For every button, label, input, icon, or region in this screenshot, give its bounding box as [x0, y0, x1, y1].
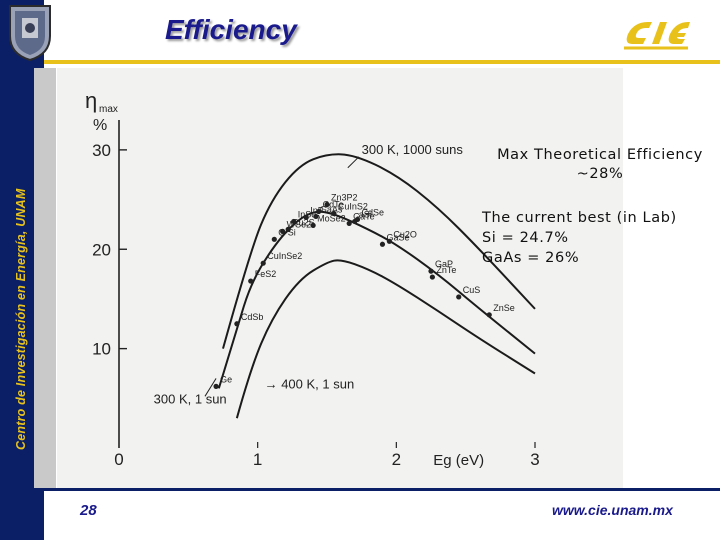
chart-axes: 10 20 30 0 1 2 3 Eg (eV) η max%: [85, 88, 540, 469]
material-label: Cu2S: [292, 217, 315, 227]
current-best-title: The current best (in Lab): [482, 210, 677, 226]
series-label-300k: 300 K, 1 sun: [154, 391, 227, 406]
y-axis-symbol: η: [85, 88, 97, 113]
series-label-400k: → 400 K, 1 sun: [265, 376, 355, 391]
material-label: aSi: [359, 209, 372, 219]
current-best-note: The current best (in Lab) Si = 24.7% GaA…: [482, 208, 718, 268]
material-point: [324, 201, 330, 208]
series-label-leader: [347, 156, 360, 169]
efficiency-chart: 10 20 30 0 1 2 3 Eg (eV) η max% 300 K, 1000 suns 3…: [57, 68, 623, 488]
y-axis-unit: %: [93, 117, 107, 134]
header-divider: [44, 60, 720, 64]
material-label: C-Si: [278, 227, 296, 237]
material-point: [486, 312, 492, 318]
material-point: [303, 214, 309, 221]
material-point: [248, 278, 254, 284]
material-point: [310, 222, 316, 228]
material-point: [352, 218, 358, 225]
material-label: MoSe2: [317, 213, 346, 223]
material-point: [280, 228, 286, 234]
material-label: ZnTe: [436, 265, 456, 275]
material-point: [260, 260, 266, 266]
max-efficiency-title: Max Theoretical Efficiency: [497, 147, 703, 163]
material-point: [386, 238, 392, 244]
x-axis-label: Eg (eV): [433, 452, 484, 469]
material-point: [271, 236, 277, 242]
series-line: [235, 259, 536, 419]
footer-divider: [44, 488, 720, 491]
series-label-leader: [204, 378, 217, 397]
max-efficiency-value: ~28%: [576, 166, 624, 182]
page-title: Efficiency: [165, 14, 297, 45]
material-point: [291, 218, 297, 225]
material-label: FeS2: [255, 269, 277, 279]
material-point: [346, 220, 352, 227]
material-label: InSe: [298, 209, 317, 219]
current-best-si: Si = 24.7%: [482, 230, 569, 246]
material-label: ZnSe: [493, 303, 515, 313]
x-tick-label: 3: [530, 450, 539, 469]
x-tick-label: 0: [114, 450, 123, 469]
material-label: CuS: [463, 285, 481, 295]
y-axis-subscript: max: [99, 104, 118, 115]
page-number: 28: [80, 502, 97, 519]
cie-logo-icon: [624, 22, 690, 50]
current-best-gaas: GaAs = 26%: [482, 250, 580, 266]
y-tick-label: 20: [92, 240, 111, 259]
material-label: GaP: [435, 259, 453, 269]
institution-vertical-text: Centro de Investigación en Energía, UNAM: [14, 188, 28, 450]
material-point: [429, 274, 435, 280]
material-label: GaSe: [386, 232, 409, 242]
material-label: CdTe: [323, 199, 344, 209]
material-label: CdSe: [362, 207, 385, 217]
max-efficiency-note: Max Theoretical Efficiency ~28%: [482, 146, 718, 184]
series-line: [222, 153, 536, 349]
y-tick-label: 30: [92, 141, 111, 160]
material-label: CuInS2: [338, 201, 368, 211]
series-layer: 300 K, 1000 suns 300 K, 1 sun → 400 K, 1 s…: [154, 142, 536, 419]
material-point: [379, 241, 386, 247]
material-label: CdSb: [241, 312, 264, 322]
material-point: [331, 210, 337, 217]
series-label-1000suns: 300 K, 1000 suns: [362, 142, 464, 157]
material-point: [285, 226, 291, 232]
footer-url[interactable]: www.cie.unam.mx: [552, 502, 673, 518]
material-point: [313, 213, 319, 220]
material-point: [234, 321, 240, 327]
material-label: CuInSe2: [267, 251, 302, 261]
y-tick-label: 10: [92, 340, 111, 359]
material-label: Ge: [220, 374, 232, 384]
material-point: [213, 383, 219, 389]
material-label: InP: [310, 205, 324, 215]
x-tick-label: 1: [253, 450, 262, 469]
figure-scan-edge: [34, 68, 56, 488]
material-label: GaAs: [320, 204, 343, 214]
material-label: GaTe: [353, 211, 375, 221]
material-label: Zn3P2: [331, 193, 358, 203]
x-tick-label: 2: [392, 450, 401, 469]
material-label: Cu2O: [393, 229, 417, 239]
material-point: [456, 294, 462, 300]
material-point: [316, 208, 322, 215]
material-label: WSe2: [287, 219, 312, 229]
unam-seal-icon: [9, 5, 51, 62]
material-point: [428, 268, 434, 274]
